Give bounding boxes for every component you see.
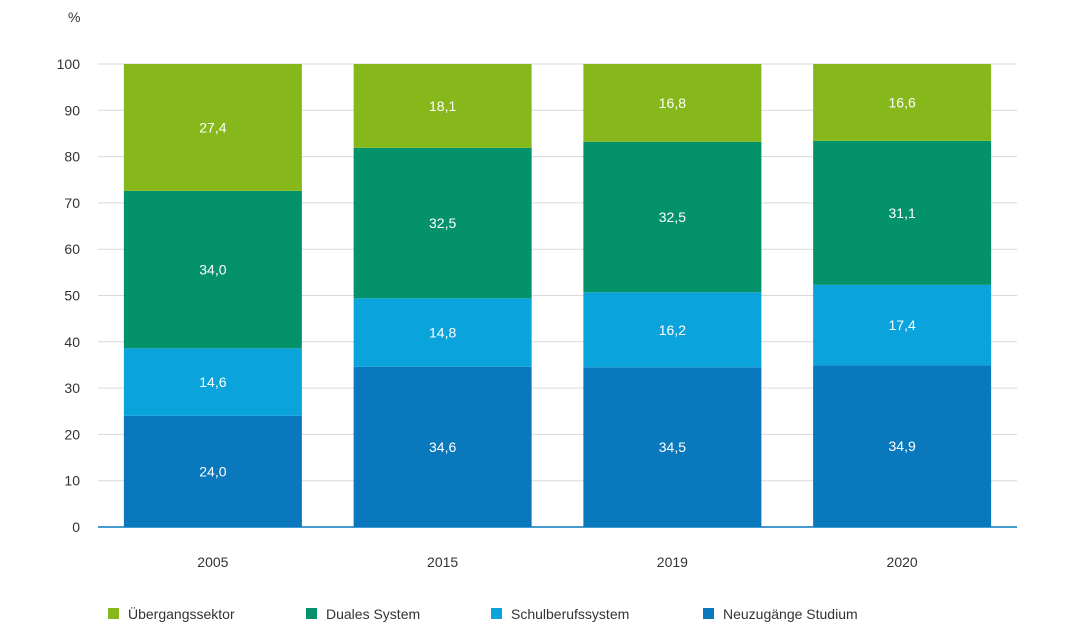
y-tick-label: 100 — [57, 56, 81, 72]
legend-label: Übergangssektor — [128, 605, 235, 622]
x-tick-label: 2020 — [887, 554, 918, 570]
data-label: 34,9 — [889, 438, 916, 454]
data-label: 32,5 — [429, 215, 456, 231]
bar-segment — [813, 140, 992, 285]
bar-segment — [353, 64, 532, 148]
y-axis-ticks: 0 10 20 30 40 50 60 70 80 90 100 — [57, 56, 81, 535]
legend: Übergangssektor Duales System Schulberufss… — [108, 605, 858, 622]
y-tick-label: 10 — [64, 473, 80, 489]
y-tick-label: 60 — [64, 241, 80, 257]
legend-label: Neuzugänge Studium — [723, 606, 858, 622]
data-label: 16,6 — [889, 94, 916, 110]
y-tick-label: 0 — [72, 519, 80, 535]
data-label: 34,5 — [659, 439, 686, 455]
data-label: 34,6 — [429, 439, 456, 455]
y-tick-label: 30 — [64, 380, 80, 396]
bar-segment — [353, 147, 532, 299]
data-label: 16,2 — [659, 322, 686, 338]
bar-segment — [353, 298, 532, 367]
bar-segment — [353, 366, 532, 527]
data-label: 24,0 — [199, 463, 226, 479]
y-tick-label: 80 — [64, 149, 80, 165]
data-label: 18,1 — [429, 98, 456, 114]
bar-segment — [583, 64, 762, 142]
bar-segment — [583, 367, 762, 527]
bar-segment — [583, 292, 762, 368]
x-axis-categories: 2005 2015 2019 2020 — [197, 554, 918, 570]
bar-segment — [813, 365, 992, 527]
x-tick-label: 2015 — [427, 554, 458, 570]
legend-swatch — [703, 608, 714, 619]
y-tick-label: 20 — [64, 426, 80, 442]
y-axis-unit: % — [68, 9, 80, 25]
x-tick-label: 2019 — [657, 554, 688, 570]
bar-segment — [123, 348, 302, 416]
y-tick-label: 40 — [64, 334, 80, 350]
legend-swatch — [108, 608, 119, 619]
data-label: 16,8 — [659, 95, 686, 111]
bar-segment — [813, 64, 992, 141]
bar-segment — [123, 415, 302, 527]
x-tick-label: 2005 — [197, 554, 228, 570]
data-label: 14,6 — [199, 374, 226, 390]
legend-swatch — [306, 608, 317, 619]
y-tick-label: 70 — [64, 195, 80, 211]
bars: 24,0 14,6 34,0 27,4 34,6 14,8 32,5 18,1 34,5 16,2… — [123, 64, 992, 527]
y-tick-label: 90 — [64, 102, 80, 118]
data-label: 31,1 — [889, 205, 916, 221]
legend-swatch — [491, 608, 502, 619]
bar-segment — [583, 141, 762, 293]
data-label: 17,4 — [889, 317, 916, 333]
y-tick-label: 50 — [64, 288, 80, 304]
data-label: 34,0 — [199, 262, 226, 278]
bar-segment — [123, 190, 302, 349]
legend-label: Duales System — [326, 606, 420, 622]
data-label: 32,5 — [659, 209, 686, 225]
bar-segment — [813, 284, 992, 366]
legend-label: Schulberufssystem — [511, 606, 629, 622]
bar-segment — [123, 64, 302, 191]
data-label: 27,4 — [199, 119, 226, 135]
data-label: 14,8 — [429, 325, 456, 341]
